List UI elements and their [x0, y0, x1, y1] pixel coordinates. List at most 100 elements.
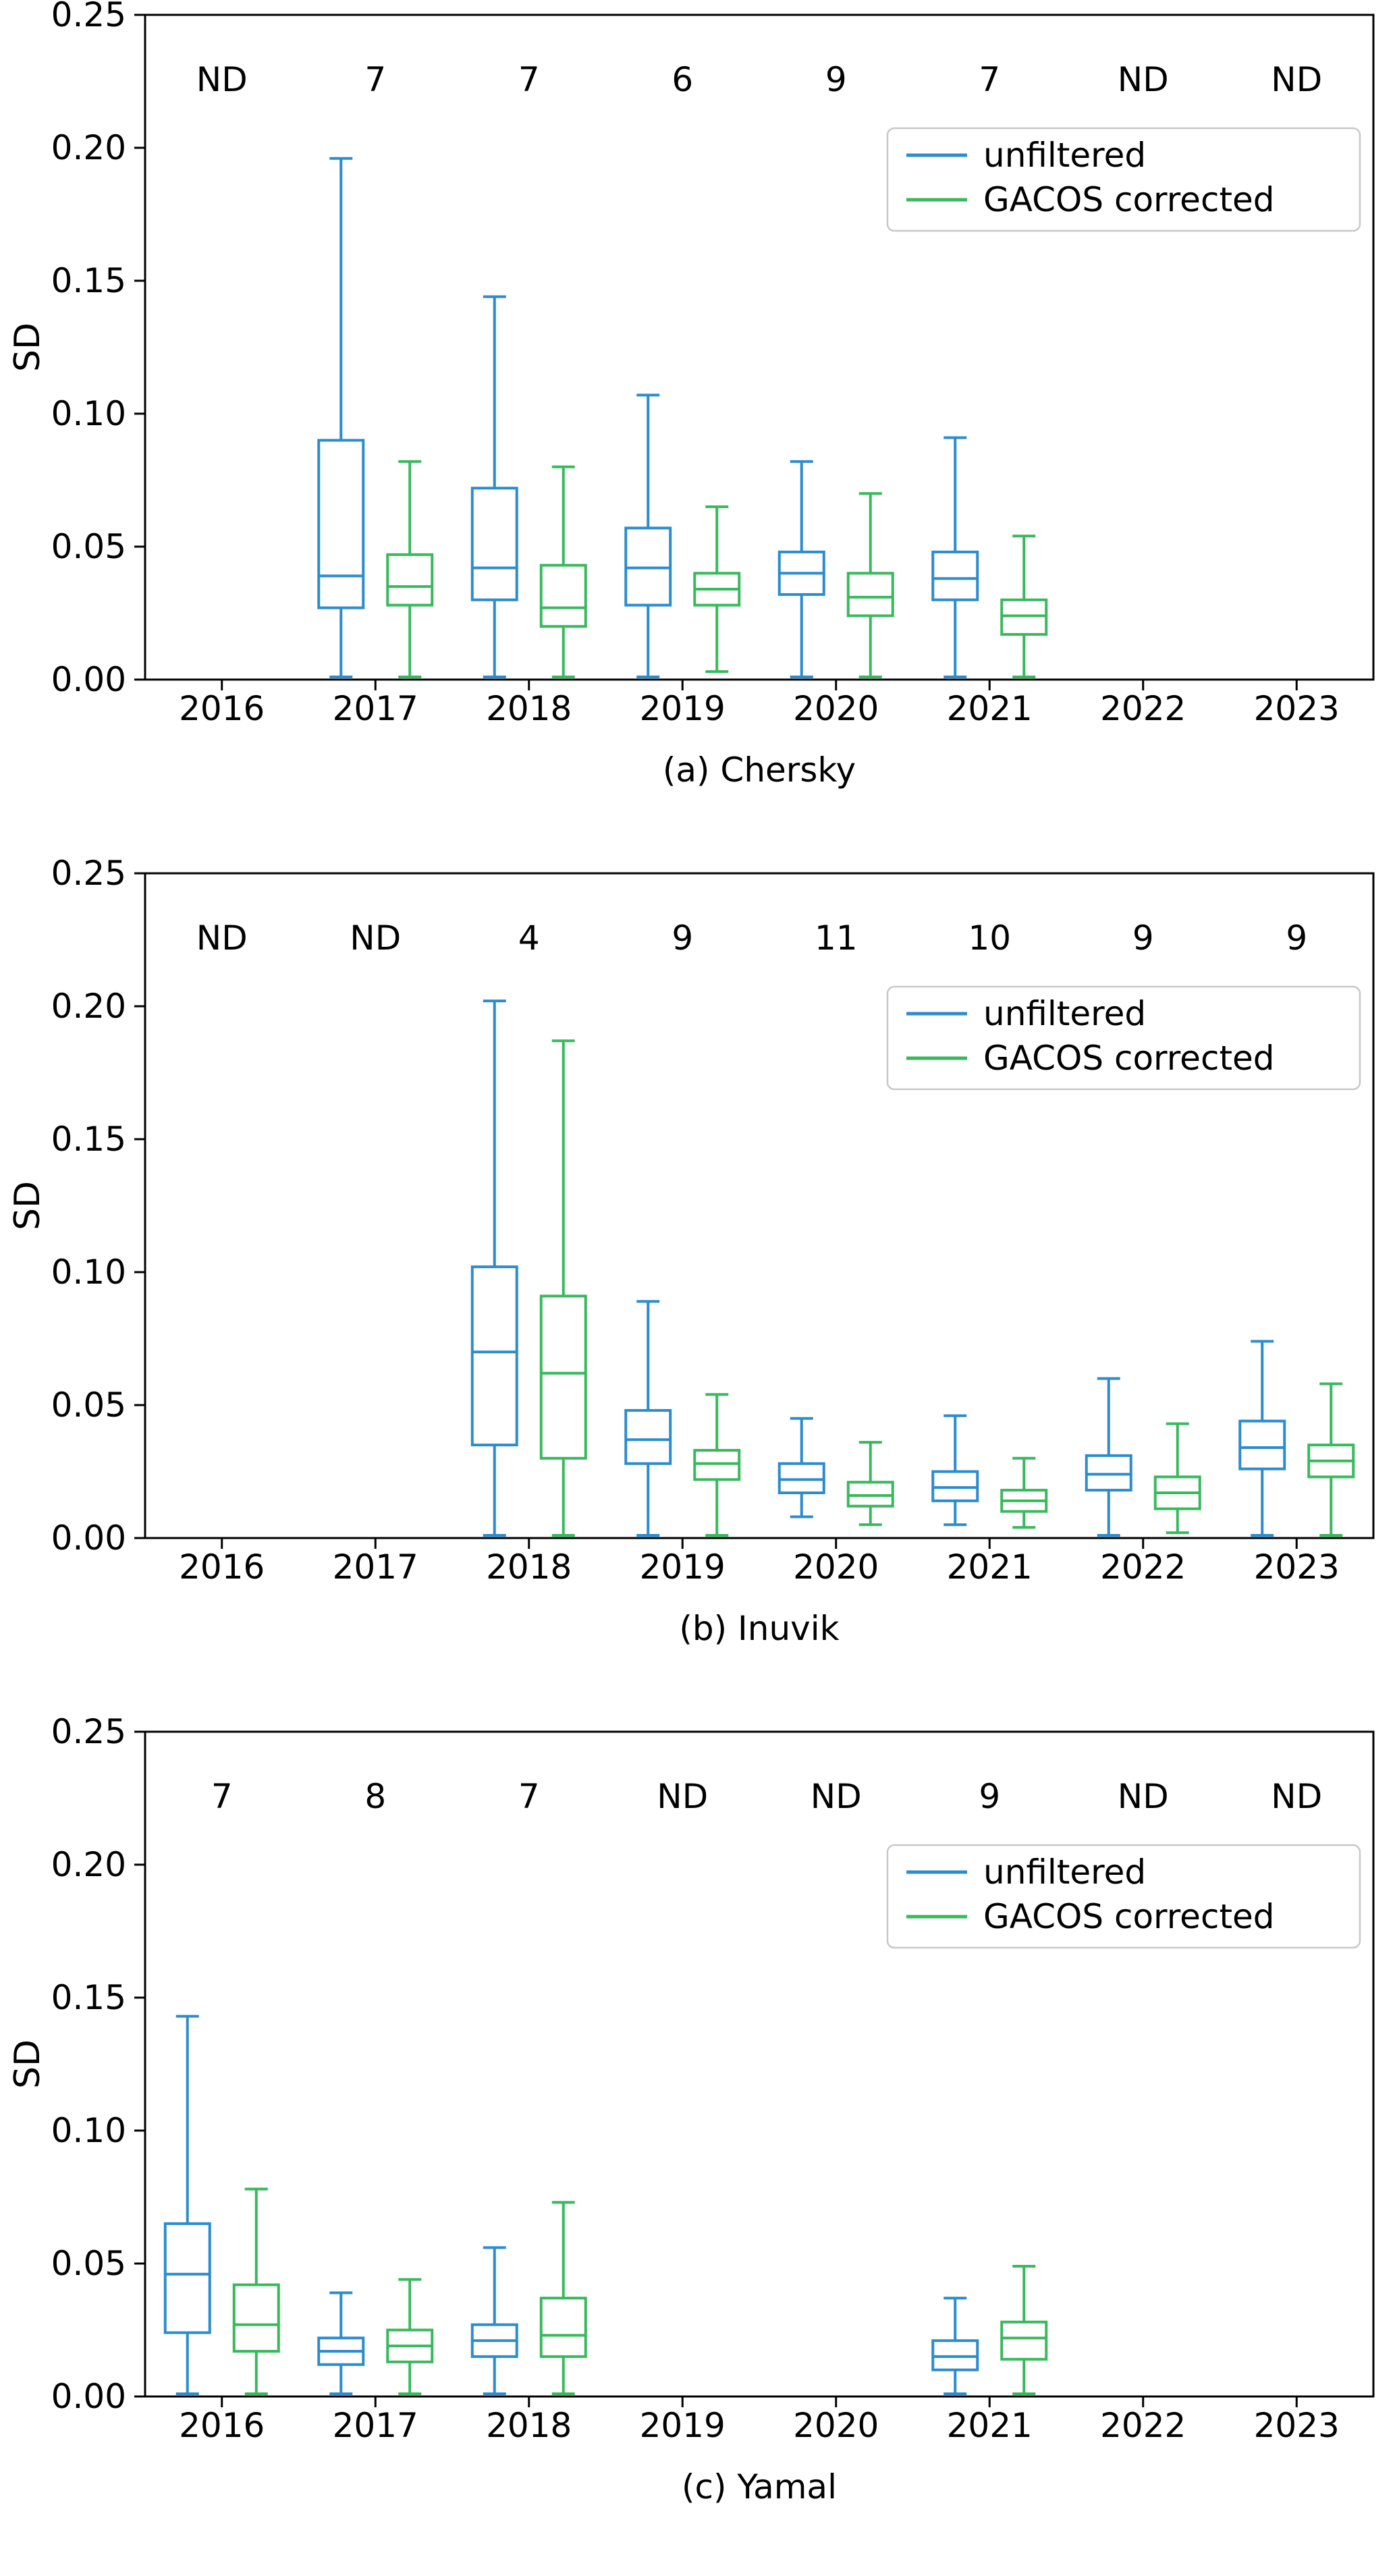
y-tick-label: 0.25 [51, 858, 126, 893]
iqr-box [539, 2297, 587, 2358]
iqr-box [470, 1265, 518, 1447]
x-tick-label: 2017 [333, 689, 418, 728]
image-count-label: 7 [518, 1777, 540, 1816]
x-tick-label: 2018 [486, 2406, 572, 2445]
x-tick-label: 2020 [793, 689, 879, 728]
image-count-label: 8 [364, 1777, 386, 1816]
y-tick-label: 0.00 [51, 1518, 126, 1558]
image-count-label: 6 [672, 60, 693, 99]
boxplot-unfiltered-2018 [470, 295, 518, 679]
y-tick-label: 0.20 [51, 987, 126, 1026]
y-tick-label: 0.20 [51, 1845, 126, 1884]
x-tick-label: 2017 [333, 2406, 418, 2445]
image-count-label: 9 [1132, 919, 1154, 958]
iqr-box [539, 1294, 587, 1460]
y-tick-label: 0.10 [51, 1253, 126, 1292]
boxplot-unfiltered-2020 [777, 1417, 825, 1518]
y-axis-label: SD [7, 2039, 48, 2089]
boxplot-unfiltered-2022 [1085, 1377, 1132, 1537]
x-tick-label: 2023 [1254, 689, 1340, 728]
y-tick-label: 0.15 [51, 1120, 126, 1159]
chersky-boxplot-chart: 0.00 0.05 0.10 0.15 0.20 0.25 SD 2016 ND 2017 7 201… [7, 0, 1375, 728]
boxplot-gacos-corrected-2017 [386, 2278, 434, 2396]
axes-frame [144, 13, 1375, 681]
axes-frame [144, 872, 1375, 1539]
x-tick-label: 2017 [333, 1547, 418, 1587]
panel-a-chersky: 0.00 0.05 0.10 0.15 0.20 0.25 SD 2016 ND 2017 7 201… [0, 0, 1395, 858]
x-tick-label: 2023 [1254, 2406, 1340, 2445]
x-tick-label: 2022 [1100, 1547, 1186, 1587]
y-tick-label: 0.00 [51, 2377, 126, 2416]
y-tick-label: 0.25 [51, 0, 126, 34]
image-count-label: ND [1271, 60, 1322, 99]
image-count-label: 7 [364, 60, 386, 99]
boxplot-gacos-corrected-2017 [386, 460, 434, 679]
x-tick-label: 2020 [793, 2406, 879, 2445]
panel-b-inuvik: 0.00 0.05 0.10 0.15 0.20 0.25 SD 2016 ND 2017 ND 20… [0, 858, 1395, 1717]
y-tick-label: 0.05 [51, 2244, 126, 2283]
boxplot-gacos-corrected-2021 [1000, 535, 1048, 679]
boxplot-gacos-corrected-2018 [539, 2201, 587, 2396]
panel-c-yamal: 0.00 0.05 0.10 0.15 0.20 0.25 SD 2016 7 2017 8 2018… [0, 1717, 1395, 2575]
legend-label-1: GACOS corrected [983, 1039, 1275, 1078]
image-count-label: 7 [979, 60, 1000, 99]
y-tick-label: 0.20 [51, 128, 126, 167]
iqr-box [624, 1408, 672, 1465]
boxplot-gacos-corrected-2016 [232, 2187, 280, 2396]
x-tick-label: 2016 [179, 689, 265, 728]
y-tick-label: 0.10 [51, 2111, 126, 2150]
iqr-box [386, 553, 434, 607]
image-count-label: 9 [672, 919, 693, 958]
boxplot-gacos-corrected-2020 [846, 1441, 894, 1527]
image-count-label: ND [811, 1777, 862, 1816]
yamal-boxplot-chart: 0.00 0.05 0.10 0.15 0.20 0.25 SD 2016 7 2017 8 2018… [7, 1717, 1375, 2445]
image-count-label: ND [657, 1777, 708, 1816]
image-count-label: ND [1271, 1777, 1322, 1816]
legend-label-0: unfiltered [983, 136, 1146, 175]
boxplot-gacos-corrected-2018 [539, 465, 587, 679]
y-axis-label: SD [7, 1181, 48, 1230]
image-count-label: 7 [518, 60, 540, 99]
image-count-label: ND [350, 919, 401, 958]
legend-box [886, 1844, 1361, 1949]
boxplot-unfiltered-2019 [624, 393, 672, 679]
caption-c: (c) Yamal [682, 2467, 837, 2506]
image-count-label: 9 [1286, 919, 1307, 958]
legend: unfiltered GACOS corrected [886, 1844, 1361, 1949]
y-tick-label: 0.05 [51, 527, 126, 566]
y-tick-label: 0.25 [51, 1717, 126, 1751]
axes-frame [144, 1730, 1375, 2398]
x-tick-label: 2016 [179, 2406, 265, 2445]
image-count-label: ND [1118, 60, 1169, 99]
boxplot-unfiltered-2023 [1238, 1340, 1286, 1537]
boxplot-gacos-corrected-2021 [1000, 1456, 1048, 1529]
legend: unfiltered GACOS corrected [886, 985, 1361, 1091]
x-tick-label: 2019 [640, 2406, 726, 2445]
y-tick-label: 0.00 [51, 660, 126, 699]
caption-b: (b) Inuvik [679, 1609, 840, 1648]
iqr-box [1238, 1419, 1286, 1471]
legend-label-0: unfiltered [983, 1853, 1146, 1892]
y-tick-label: 0.15 [51, 261, 126, 300]
iqr-box [163, 2222, 211, 2334]
y-tick-label: 0.15 [51, 1978, 126, 2017]
boxplot-unfiltered-2020 [777, 460, 825, 679]
boxplot-gacos-corrected-2022 [1153, 1422, 1201, 1535]
caption-a: (a) Chersky [662, 750, 856, 790]
iqr-box [846, 572, 894, 618]
iqr-box [232, 2283, 280, 2353]
boxplot-gacos-corrected-2021 [1000, 2264, 1048, 2396]
legend-label-0: unfiltered [983, 994, 1146, 1033]
boxplot-unfiltered-2021 [931, 436, 979, 679]
boxplot-unfiltered-2021 [931, 2297, 979, 2396]
boxplot-unfiltered-2021 [931, 1414, 979, 1527]
image-count-label: 9 [825, 60, 847, 99]
boxplot-unfiltered-2017 [317, 157, 365, 679]
y-tick-label: 0.10 [51, 394, 126, 433]
x-tick-label: 2016 [179, 1547, 265, 1587]
image-count-label: ND [196, 919, 248, 958]
boxplot-unfiltered-2019 [624, 1300, 672, 1537]
x-tick-label: 2019 [640, 1547, 726, 1587]
boxplot-gacos-corrected-2018 [539, 1039, 587, 1537]
image-count-label: ND [196, 60, 248, 99]
